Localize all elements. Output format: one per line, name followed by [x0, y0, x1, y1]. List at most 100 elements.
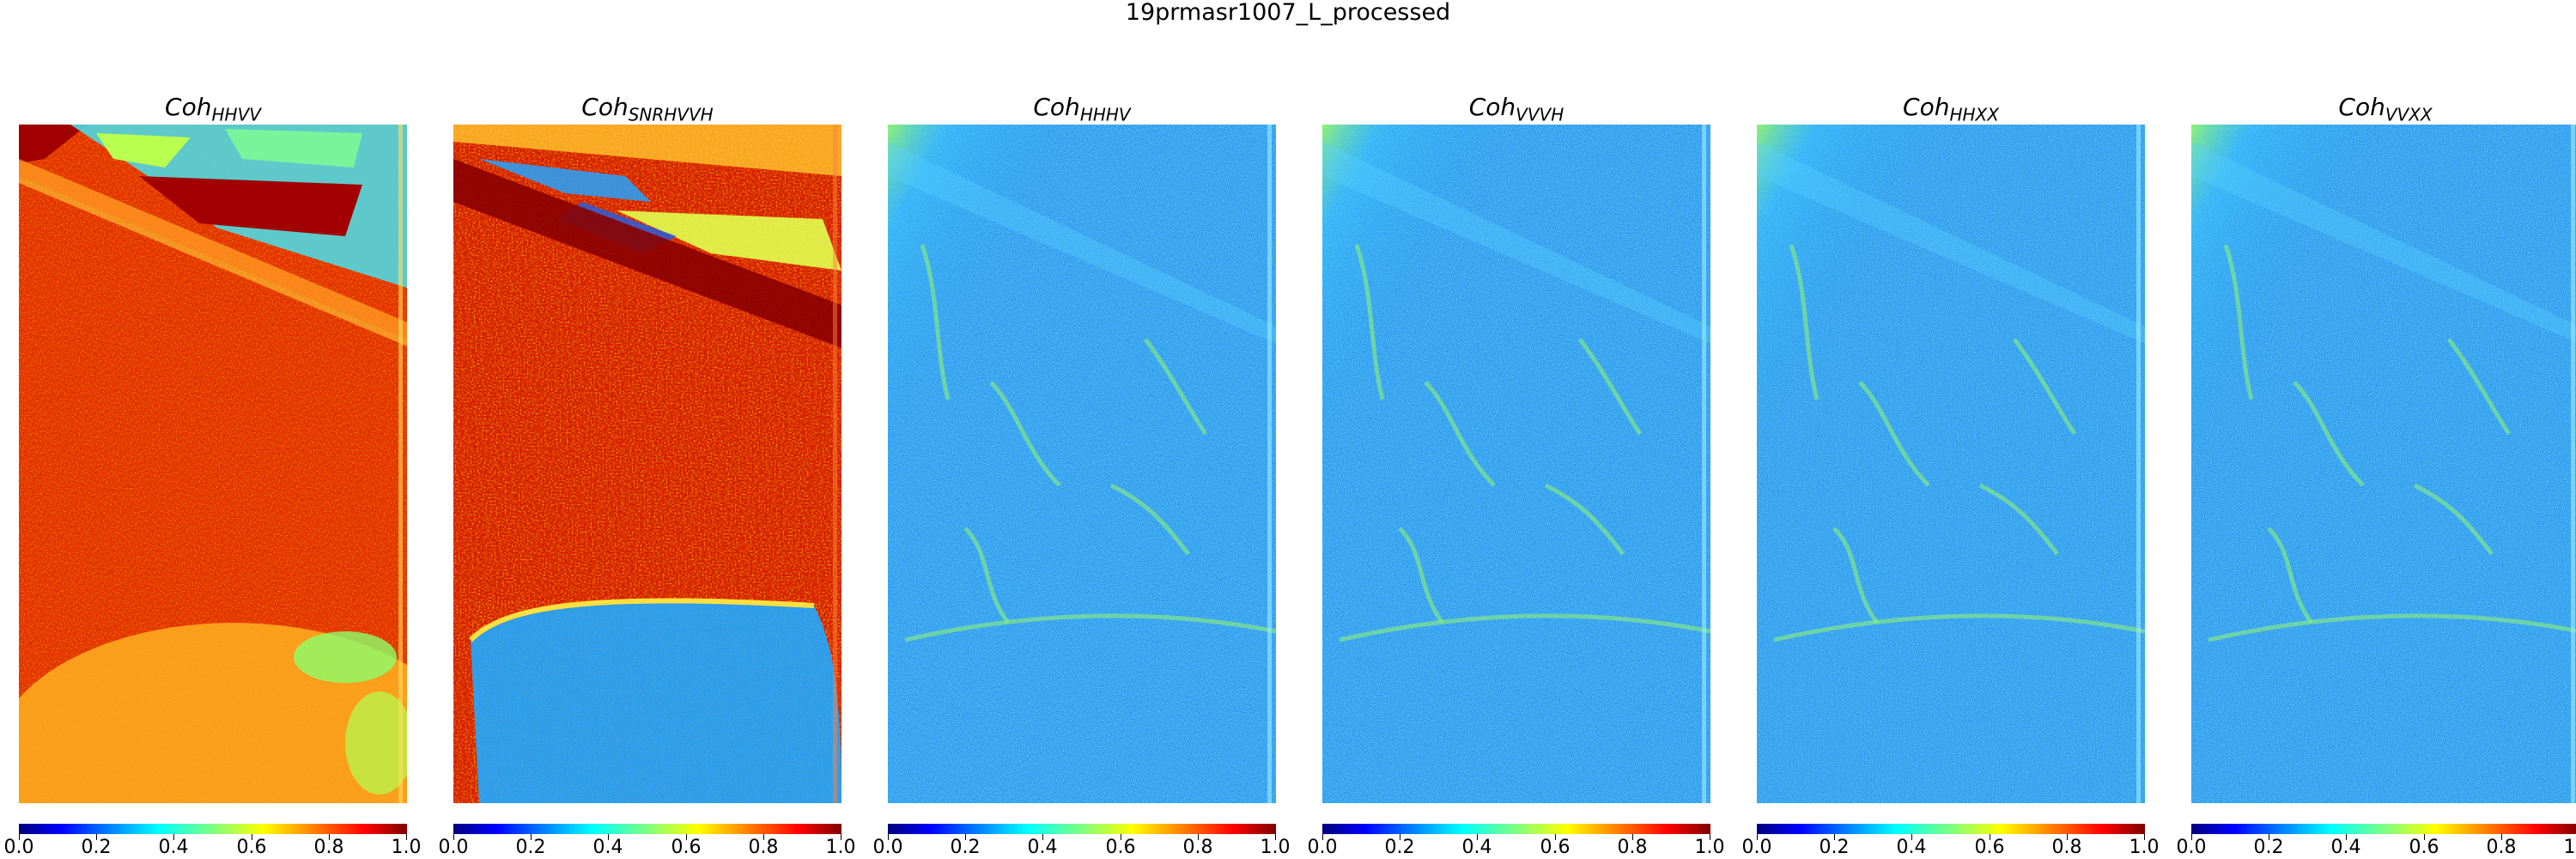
panel-title-subscript: HHVV	[211, 104, 261, 125]
colorbar-tick	[19, 834, 20, 840]
panel-title-subscript: VVXX	[2385, 104, 2433, 125]
colorbar-tick	[453, 834, 454, 840]
colorbar-tick-label: 1.0	[2563, 837, 2576, 858]
colorbar-tick-label: 0.8	[2486, 837, 2517, 858]
panel-title: CohHHHV	[888, 93, 1276, 130]
coherence-map-image	[453, 125, 841, 803]
colorbar-tick	[1322, 834, 1323, 840]
colorbar-tick-label: 1.0	[1260, 837, 1291, 858]
coherence-panel-hhhv: CohHHHV 0.0 0.2 0.4 0.6 0.8 1.0	[873, 0, 1291, 859]
colorbar-tick-label: 0.2	[515, 837, 546, 858]
colorbar-tick-label: 0.6	[2409, 837, 2439, 858]
colorbar-tick	[406, 834, 407, 840]
colorbar-tick-label: 0.6	[1540, 837, 1571, 858]
coherence-map-image	[888, 125, 1276, 803]
panel-title-subscript: SNRHVVH	[628, 104, 714, 125]
panel-title-main: Coh	[581, 93, 629, 121]
colorbar	[888, 824, 1276, 834]
colorbar-tick-label: 0.2	[2253, 837, 2284, 858]
panel-title: CohVVVH	[1322, 93, 1710, 130]
colorbar-tick-label: 0.6	[236, 837, 267, 858]
coherence-panel-vvvh: CohVVVH 0.0 0.2 0.4 0.6 0.8 1.0	[1308, 0, 1725, 859]
panel-title: CohHHVV	[19, 93, 407, 130]
colorbar-tick-label: 0.8	[313, 837, 344, 858]
colorbar-tick-label: 0.2	[1819, 837, 1850, 858]
colorbar	[1757, 824, 2145, 834]
colorbar-tick-label: 1.0	[2129, 837, 2160, 858]
colorbar-tick	[96, 834, 97, 840]
coherence-map-image	[19, 125, 407, 803]
colorbar-tick-label: 0.4	[1027, 837, 1058, 858]
colorbar-tick	[2346, 834, 2347, 840]
colorbar-tick	[608, 834, 609, 840]
panel-title: CohSNRHVVH	[453, 93, 841, 130]
panel-title-subscript: VVVH	[1516, 104, 1564, 125]
colorbar-tick-label: 0.2	[1384, 837, 1415, 858]
colorbar-tick-label: 0.0	[1741, 837, 1772, 858]
colorbar-tick	[1834, 834, 1835, 840]
colorbar-tick	[531, 834, 532, 840]
coherence-map-image	[1757, 125, 2145, 803]
colorbar-tick	[329, 834, 330, 840]
colorbar-tick-label: 0.4	[158, 837, 189, 858]
colorbar-tick	[1555, 834, 1556, 840]
colorbar-tick	[686, 834, 687, 840]
panel-title-subscript: HHHV	[1079, 104, 1131, 125]
colorbar-tick-label: 0.8	[2051, 837, 2082, 858]
colorbar-tick	[2424, 834, 2425, 840]
colorbar-tick-label: 0.4	[592, 837, 623, 858]
colorbar-tick-label: 0.6	[671, 837, 702, 858]
colorbar-tick-label: 0.0	[872, 837, 903, 858]
panel-title: CohVVXX	[2191, 93, 2576, 130]
colorbar-tick	[1477, 834, 1478, 840]
colorbar-tick	[763, 834, 764, 840]
coherence-panel-hhvv: CohHHVV 0.0 0.2 0.4 0.6 0.8 1.0	[4, 0, 422, 859]
colorbar-tick-label: 0.0	[2176, 837, 2207, 858]
colorbar-tick-label: 0.4	[1896, 837, 1927, 858]
colorbar-tick-label: 0.2	[950, 837, 981, 858]
colorbar-tick	[173, 834, 174, 840]
panel-title-main: Coh	[2338, 93, 2385, 121]
coherence-map-image	[2191, 125, 2576, 803]
colorbar-tick-label: 0.6	[1105, 837, 1136, 858]
coherence-map-image	[1322, 125, 1710, 803]
colorbar-tick-label: 0.4	[1461, 837, 1492, 858]
colorbar-tick	[1632, 834, 1633, 840]
colorbar-tick-label: 1.0	[825, 837, 856, 858]
colorbar-tick-label: 1.0	[1694, 837, 1725, 858]
panel-title-main: Coh	[1033, 93, 1080, 121]
colorbar	[453, 824, 841, 834]
colorbar-tick	[965, 834, 966, 840]
colorbar-tick	[1757, 834, 1758, 840]
colorbar	[2191, 824, 2576, 834]
colorbar-tick	[1275, 834, 1276, 840]
colorbar-tick-label: 0.8	[1617, 837, 1648, 858]
colorbar-tick	[1911, 834, 1912, 840]
coherence-panel-snrhvvh: CohSNRHVVH 0.0 0.2 0.4 0.6 0.8 1.0	[439, 0, 856, 859]
colorbar-tick	[888, 834, 889, 840]
colorbar-tick-label: 1.0	[391, 837, 422, 858]
panel-title-main: Coh	[1468, 93, 1516, 121]
colorbar-tick-label: 0.0	[3, 837, 34, 858]
colorbar-tick	[2191, 834, 2192, 840]
colorbar-tick	[2144, 834, 2145, 840]
colorbar	[1322, 824, 1710, 834]
coherence-panel-hhxx: CohHHXX 0.0 0.2 0.4 0.6 0.8 1.0	[1742, 0, 2160, 859]
panel-title-main: Coh	[165, 93, 212, 121]
colorbar-tick-label: 0.8	[1182, 837, 1213, 858]
colorbar-tick	[2501, 834, 2502, 840]
panel-title-main: Coh	[1903, 93, 1950, 121]
coherence-panel-vvxx: CohVVXX 0.0 0.2 0.4 0.6 0.8 1.0	[2177, 0, 2576, 859]
colorbar-tick	[1042, 834, 1043, 840]
panel-title: CohHHXX	[1757, 93, 2145, 130]
colorbar-tick	[1198, 834, 1199, 840]
figure-title: 19prmasr1007_L_processed	[1125, 0, 1451, 26]
colorbar-tick-label: 0.4	[2330, 837, 2361, 858]
colorbar-tick-label: 0.2	[81, 837, 112, 858]
colorbar-tick-label: 0.8	[748, 837, 779, 858]
colorbar-tick-label: 0.6	[1974, 837, 2005, 858]
colorbar-tick-label: 0.0	[438, 837, 469, 858]
colorbar-tick-label: 0.0	[1307, 837, 1338, 858]
colorbar	[19, 824, 407, 834]
colorbar-tick	[2067, 834, 2068, 840]
